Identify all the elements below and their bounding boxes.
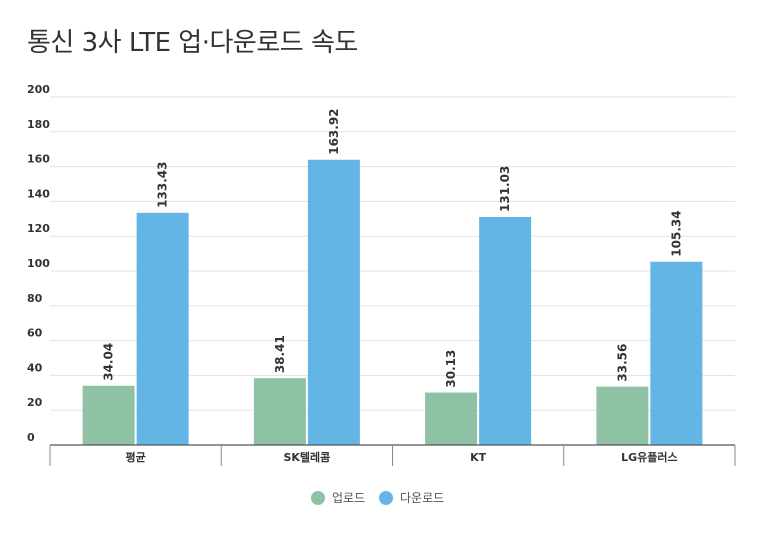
bar-value-label: 33.56: [615, 344, 629, 382]
bar-value-label: 163.92: [327, 108, 341, 154]
legend-label: 다운로드: [400, 491, 444, 505]
bar-value-label: 34.04: [102, 343, 116, 381]
y-axis-ticks: 0 20 40 60 80 100 120 140 160 180 200: [27, 83, 50, 444]
bar-upload: [596, 386, 649, 445]
bar-value-label: 133.43: [156, 162, 170, 208]
legend-label: 업로드: [332, 491, 365, 505]
bar-download: [307, 159, 360, 445]
x-category-label: KT: [470, 451, 487, 464]
y-tick-label: 160: [27, 153, 50, 166]
y-tick-label: 0: [27, 431, 35, 444]
bar-download: [136, 212, 189, 445]
value-labels: 34.04 133.43 38.41 163.92 30.13 131.03 33.56 10…: [102, 108, 684, 387]
bar-value-label: 131.03: [498, 166, 512, 212]
y-tick-label: 80: [27, 292, 43, 305]
bars: [82, 159, 703, 445]
bar-download: [479, 217, 532, 445]
y-tick-label: 120: [27, 222, 50, 235]
x-axis: [49, 444, 736, 466]
bar-value-label: 38.41: [273, 335, 287, 373]
x-axis-categories: 평균 SK텔레콤 KT LG유플러스: [126, 450, 678, 464]
legend-swatch: [379, 491, 393, 505]
y-tick-label: 60: [27, 327, 43, 340]
y-tick-label: 200: [27, 83, 50, 96]
x-category-label: 평균: [126, 450, 146, 464]
x-category-label: SK텔레콤: [283, 450, 330, 464]
y-tick-label: 20: [27, 396, 43, 409]
legend-swatch: [311, 491, 325, 505]
bar-value-label: 30.13: [444, 350, 458, 388]
bar-value-label: 105.34: [669, 210, 683, 256]
y-tick-label: 100: [27, 257, 50, 270]
bar-download: [650, 261, 703, 445]
y-tick-label: 40: [27, 361, 43, 374]
y-tick-label: 140: [27, 187, 50, 200]
chart-title: 통신 3사 LTE 업·다운로드 속도: [27, 28, 358, 58]
y-tick-label: 180: [27, 118, 50, 131]
x-category-label: LG유플러스: [621, 450, 678, 464]
legend: 업로드 다운로드: [311, 491, 444, 505]
bar-upload: [425, 392, 478, 445]
bar-upload: [253, 378, 306, 445]
bar-upload: [82, 385, 135, 445]
